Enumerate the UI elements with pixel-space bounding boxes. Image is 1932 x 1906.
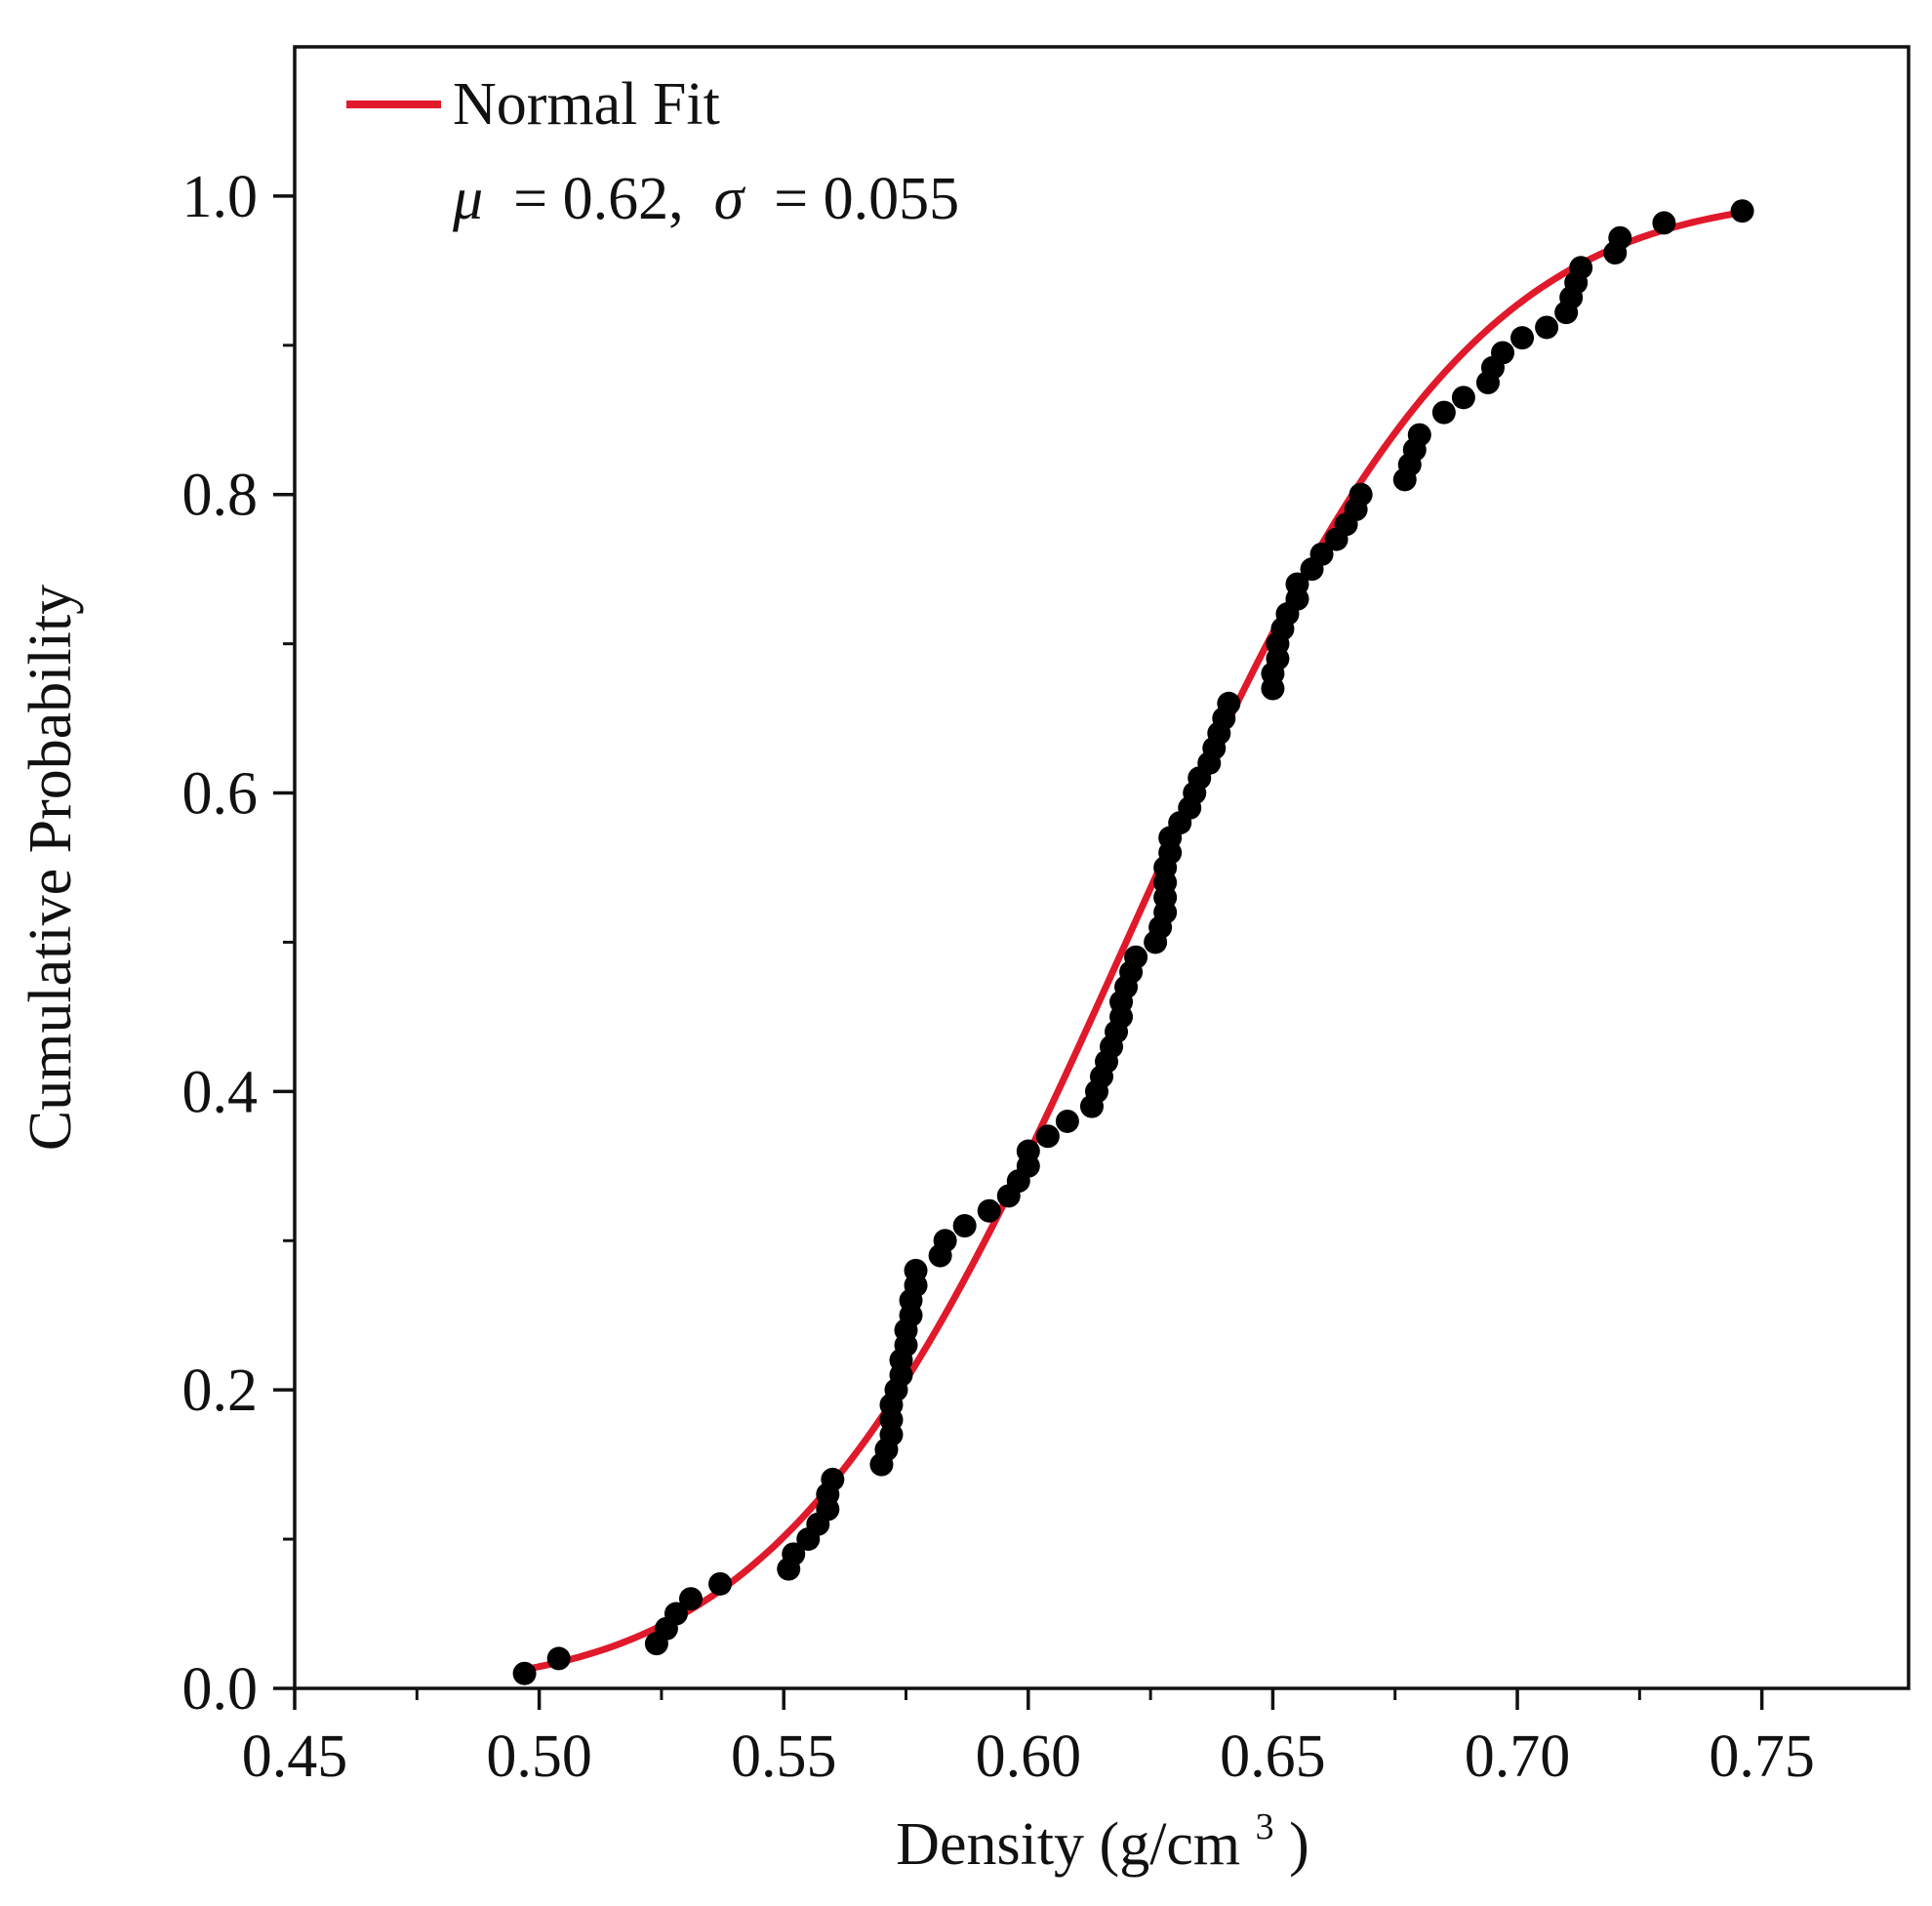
data-point-0 (512, 1661, 537, 1685)
data-point-31 (977, 1198, 1001, 1223)
data-point-96 (1608, 225, 1632, 250)
x-tick-label-4: 0.65 (1220, 1724, 1326, 1790)
mu-symbol: μ (452, 166, 483, 232)
y-tick-label-3: 0.6 (182, 761, 259, 828)
data-point-98 (1730, 199, 1754, 223)
data-point-36 (1035, 1124, 1060, 1149)
data-point-8 (782, 1542, 806, 1566)
data-point-75 (1309, 542, 1334, 566)
data-point-79 (1348, 482, 1373, 507)
data-point-65 (1217, 691, 1241, 715)
x-tick-label-2: 0.55 (731, 1724, 837, 1790)
data-point-85 (1451, 385, 1475, 410)
y-tick-label-1: 0.2 (182, 1358, 259, 1424)
x-tick-label-1: 0.50 (486, 1724, 592, 1790)
normal-fit-curve (523, 209, 1744, 1674)
y-tick-label-4: 0.8 (182, 463, 259, 529)
legend-label-normal-fit: Normal Fit (453, 71, 720, 138)
data-point-73 (1285, 572, 1309, 596)
data-point-48 (1124, 945, 1148, 969)
sigma-symbol: σ (714, 166, 746, 232)
data-point-13 (821, 1467, 845, 1491)
x-axis-title-suffix: ) (1289, 1811, 1309, 1878)
data-point-37 (1055, 1109, 1079, 1133)
y-tick-label-0: 0.0 (182, 1656, 259, 1723)
data-point-35 (1016, 1139, 1040, 1163)
data-point-83 (1407, 423, 1431, 447)
y-tick-label-5: 1.0 (182, 164, 259, 230)
sigma-value: = 0.055 (759, 166, 959, 232)
x-axis-title-main: Density (g/cm (896, 1811, 1240, 1878)
data-point-94 (1569, 256, 1593, 280)
data-point-27 (904, 1258, 928, 1282)
x-tick-label-3: 0.60 (976, 1724, 1082, 1790)
data-point-90 (1535, 315, 1559, 340)
points-layer (512, 199, 1754, 1685)
plot-frame (293, 45, 1911, 1690)
data-point-29 (933, 1229, 957, 1253)
y-axis-title: Cumulative Probability (18, 585, 84, 1151)
data-point-6 (708, 1571, 733, 1596)
data-point-97 (1652, 211, 1676, 235)
x-tick-label-6: 0.75 (1709, 1724, 1815, 1790)
x-tick-label-0: 0.45 (242, 1724, 348, 1790)
x-tick-label-5: 0.70 (1465, 1724, 1571, 1790)
fit-parameters-annotation: μ = 0.62, σ = 0.055 (452, 166, 959, 232)
data-point-89 (1510, 326, 1535, 350)
data-point-4 (664, 1602, 688, 1626)
data-point-5 (678, 1587, 703, 1611)
x-axis-title: Density (g/cm 3 ) (896, 1786, 1309, 1878)
data-point-88 (1490, 341, 1514, 365)
data-point-84 (1431, 400, 1456, 425)
mu-value: = 0.62, (499, 166, 699, 232)
ticks-layer: 0.45 0.50 0.55 0.60 0.65 0.70 0.75 0.0 0.2 0.4 0.6… (182, 164, 1815, 1790)
data-point-30 (952, 1213, 977, 1237)
y-tick-label-2: 0.4 (182, 1059, 259, 1125)
legend: Normal Fit μ = 0.62, σ = 0.055 (346, 71, 959, 232)
data-point-1 (546, 1646, 571, 1671)
x-axis-title-superscript: 3 (1256, 1806, 1274, 1847)
fit-layer (523, 209, 1744, 1674)
